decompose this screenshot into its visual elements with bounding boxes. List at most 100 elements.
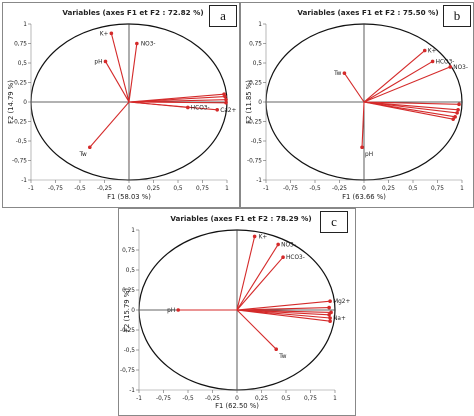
variable-label: Na+ [333, 316, 346, 322]
y-tick-label: -0,25 [247, 120, 262, 126]
variable-vector [363, 50, 426, 103]
x-tick-label: 0,5 [281, 396, 291, 402]
x-tick-label: 1 [333, 396, 337, 402]
variable-point [456, 108, 460, 112]
y-tick-label: 1 [23, 22, 27, 28]
y-tick-label: -0,25 [120, 328, 135, 334]
variable-label: NO3- [141, 42, 156, 48]
x-axis-label: F1 (58.03 %) [107, 193, 151, 201]
x-axis-label: F1 (63.66 %) [342, 193, 386, 201]
variable-point [109, 31, 114, 36]
y-tick-label: 0 [131, 308, 135, 314]
x-tick-label: -1 [28, 186, 34, 192]
variable-point [327, 313, 331, 317]
variable-point [276, 242, 280, 247]
variable-point [186, 105, 190, 110]
variable-label: pH [365, 152, 373, 158]
y-axis-label: F2 (14.79 %) [7, 80, 15, 124]
chart-c: Variables (axes F1 et F2 : 78.29 %) -1 -0,… [120, 214, 350, 410]
variable-point [327, 305, 331, 310]
variable-label: NO3- [453, 65, 468, 71]
variable-point [281, 255, 285, 259]
x-tick-label: 0 [235, 396, 239, 402]
x-tick-label: 0,75 [196, 186, 209, 192]
y-tick-label: 0,25 [249, 81, 262, 87]
variable-label: Mg2+ [333, 299, 350, 305]
x-tick-label: -0,25 [205, 396, 220, 402]
variable-point [224, 100, 228, 105]
x-tick-label: 0,25 [382, 186, 395, 192]
y-tick-label: -1 [21, 178, 27, 184]
variable-vector [110, 33, 130, 103]
y-axis-label: F2 (11.85 %) [245, 80, 253, 124]
x-tick-label: -1 [263, 186, 269, 192]
x-tick-label: 0 [127, 186, 131, 192]
variable-vector [361, 101, 365, 148]
variable-vector [236, 309, 277, 350]
variable-vector [236, 244, 279, 311]
variable-point [328, 299, 332, 303]
variable-vector [128, 101, 188, 109]
y-tick-label: 0,5 [126, 268, 136, 274]
x-tick-label: -0,25 [332, 186, 347, 192]
variable-point [422, 48, 427, 53]
y-tick-label: 0,75 [122, 248, 135, 254]
y-tick-label: 0 [258, 100, 262, 106]
variable-label: HCO3- [436, 59, 455, 65]
y-tick-label: -0,5 [16, 139, 28, 145]
variable-point [215, 108, 219, 112]
variable-point [103, 59, 108, 64]
variable-label: K+ [259, 234, 268, 240]
variable-point [430, 59, 435, 64]
variable-point [451, 117, 455, 121]
variable-point [448, 65, 453, 69]
panel-tag-b: b [443, 5, 471, 27]
variable-label: pH [167, 308, 175, 314]
x-tick-label: 0,75 [431, 186, 444, 192]
y-tick-label: -0,25 [12, 120, 27, 126]
x-tick-label: -0,5 [182, 396, 194, 402]
variable-label: Tw [278, 354, 287, 360]
variable-label: K+ [428, 49, 437, 55]
variable-point [224, 97, 228, 102]
variable-vector [105, 61, 130, 103]
variable-point [328, 319, 332, 323]
variable-vector [363, 101, 458, 114]
variable-label: pH [94, 59, 102, 65]
x-tick-label: 0,5 [173, 186, 183, 192]
y-tick-label: 0,5 [253, 61, 263, 67]
variable-vector [236, 256, 284, 311]
x-tick-label: 0,75 [304, 396, 317, 402]
variable-label: HCO3- [191, 105, 210, 111]
variable-point [328, 316, 332, 320]
y-tick-label: 0,25 [14, 81, 27, 87]
variable-label: K+ [100, 31, 109, 37]
chart-b: Variables (axes F1 et F2 : 75.50 %) -1 -0,… [245, 8, 468, 201]
x-tick-label: -0,25 [97, 186, 112, 192]
variable-vector [236, 309, 331, 322]
x-tick-label: 0 [362, 186, 366, 192]
panel-tag-c: c [320, 211, 348, 233]
variable-vector [128, 101, 227, 104]
y-tick-label: -1 [129, 388, 135, 394]
panel-c: Variables (axes F1 et F2 : 78.29 %) -1 -0,… [118, 208, 356, 416]
y-tick-label: -0,5 [251, 139, 263, 145]
y-tick-label: 1 [258, 22, 262, 28]
variable-point [176, 308, 180, 312]
variable-vector [236, 307, 330, 311]
x-tick-label: 0,25 [147, 186, 160, 192]
x-tick-label: 0,25 [255, 396, 268, 402]
y-tick-label: -1 [256, 178, 262, 184]
y-tick-label: -0,5 [124, 348, 136, 354]
variable-point [274, 347, 278, 351]
variable-vector [363, 60, 433, 103]
x-tick-label: -0,75 [48, 186, 63, 192]
variable-vector [363, 66, 451, 103]
variable-vector [363, 101, 460, 105]
x-tick-label: -0,5 [309, 186, 321, 192]
panel-tag-a: a [209, 5, 237, 27]
chart-title: Variables (axes F1 et F2 : 75.50 %) [297, 8, 438, 17]
x-tick-label: -1 [136, 396, 142, 402]
variable-vector [89, 101, 130, 148]
panel-b: Variables (axes F1 et F2 : 75.50 %) -1 -0,… [240, 2, 474, 208]
